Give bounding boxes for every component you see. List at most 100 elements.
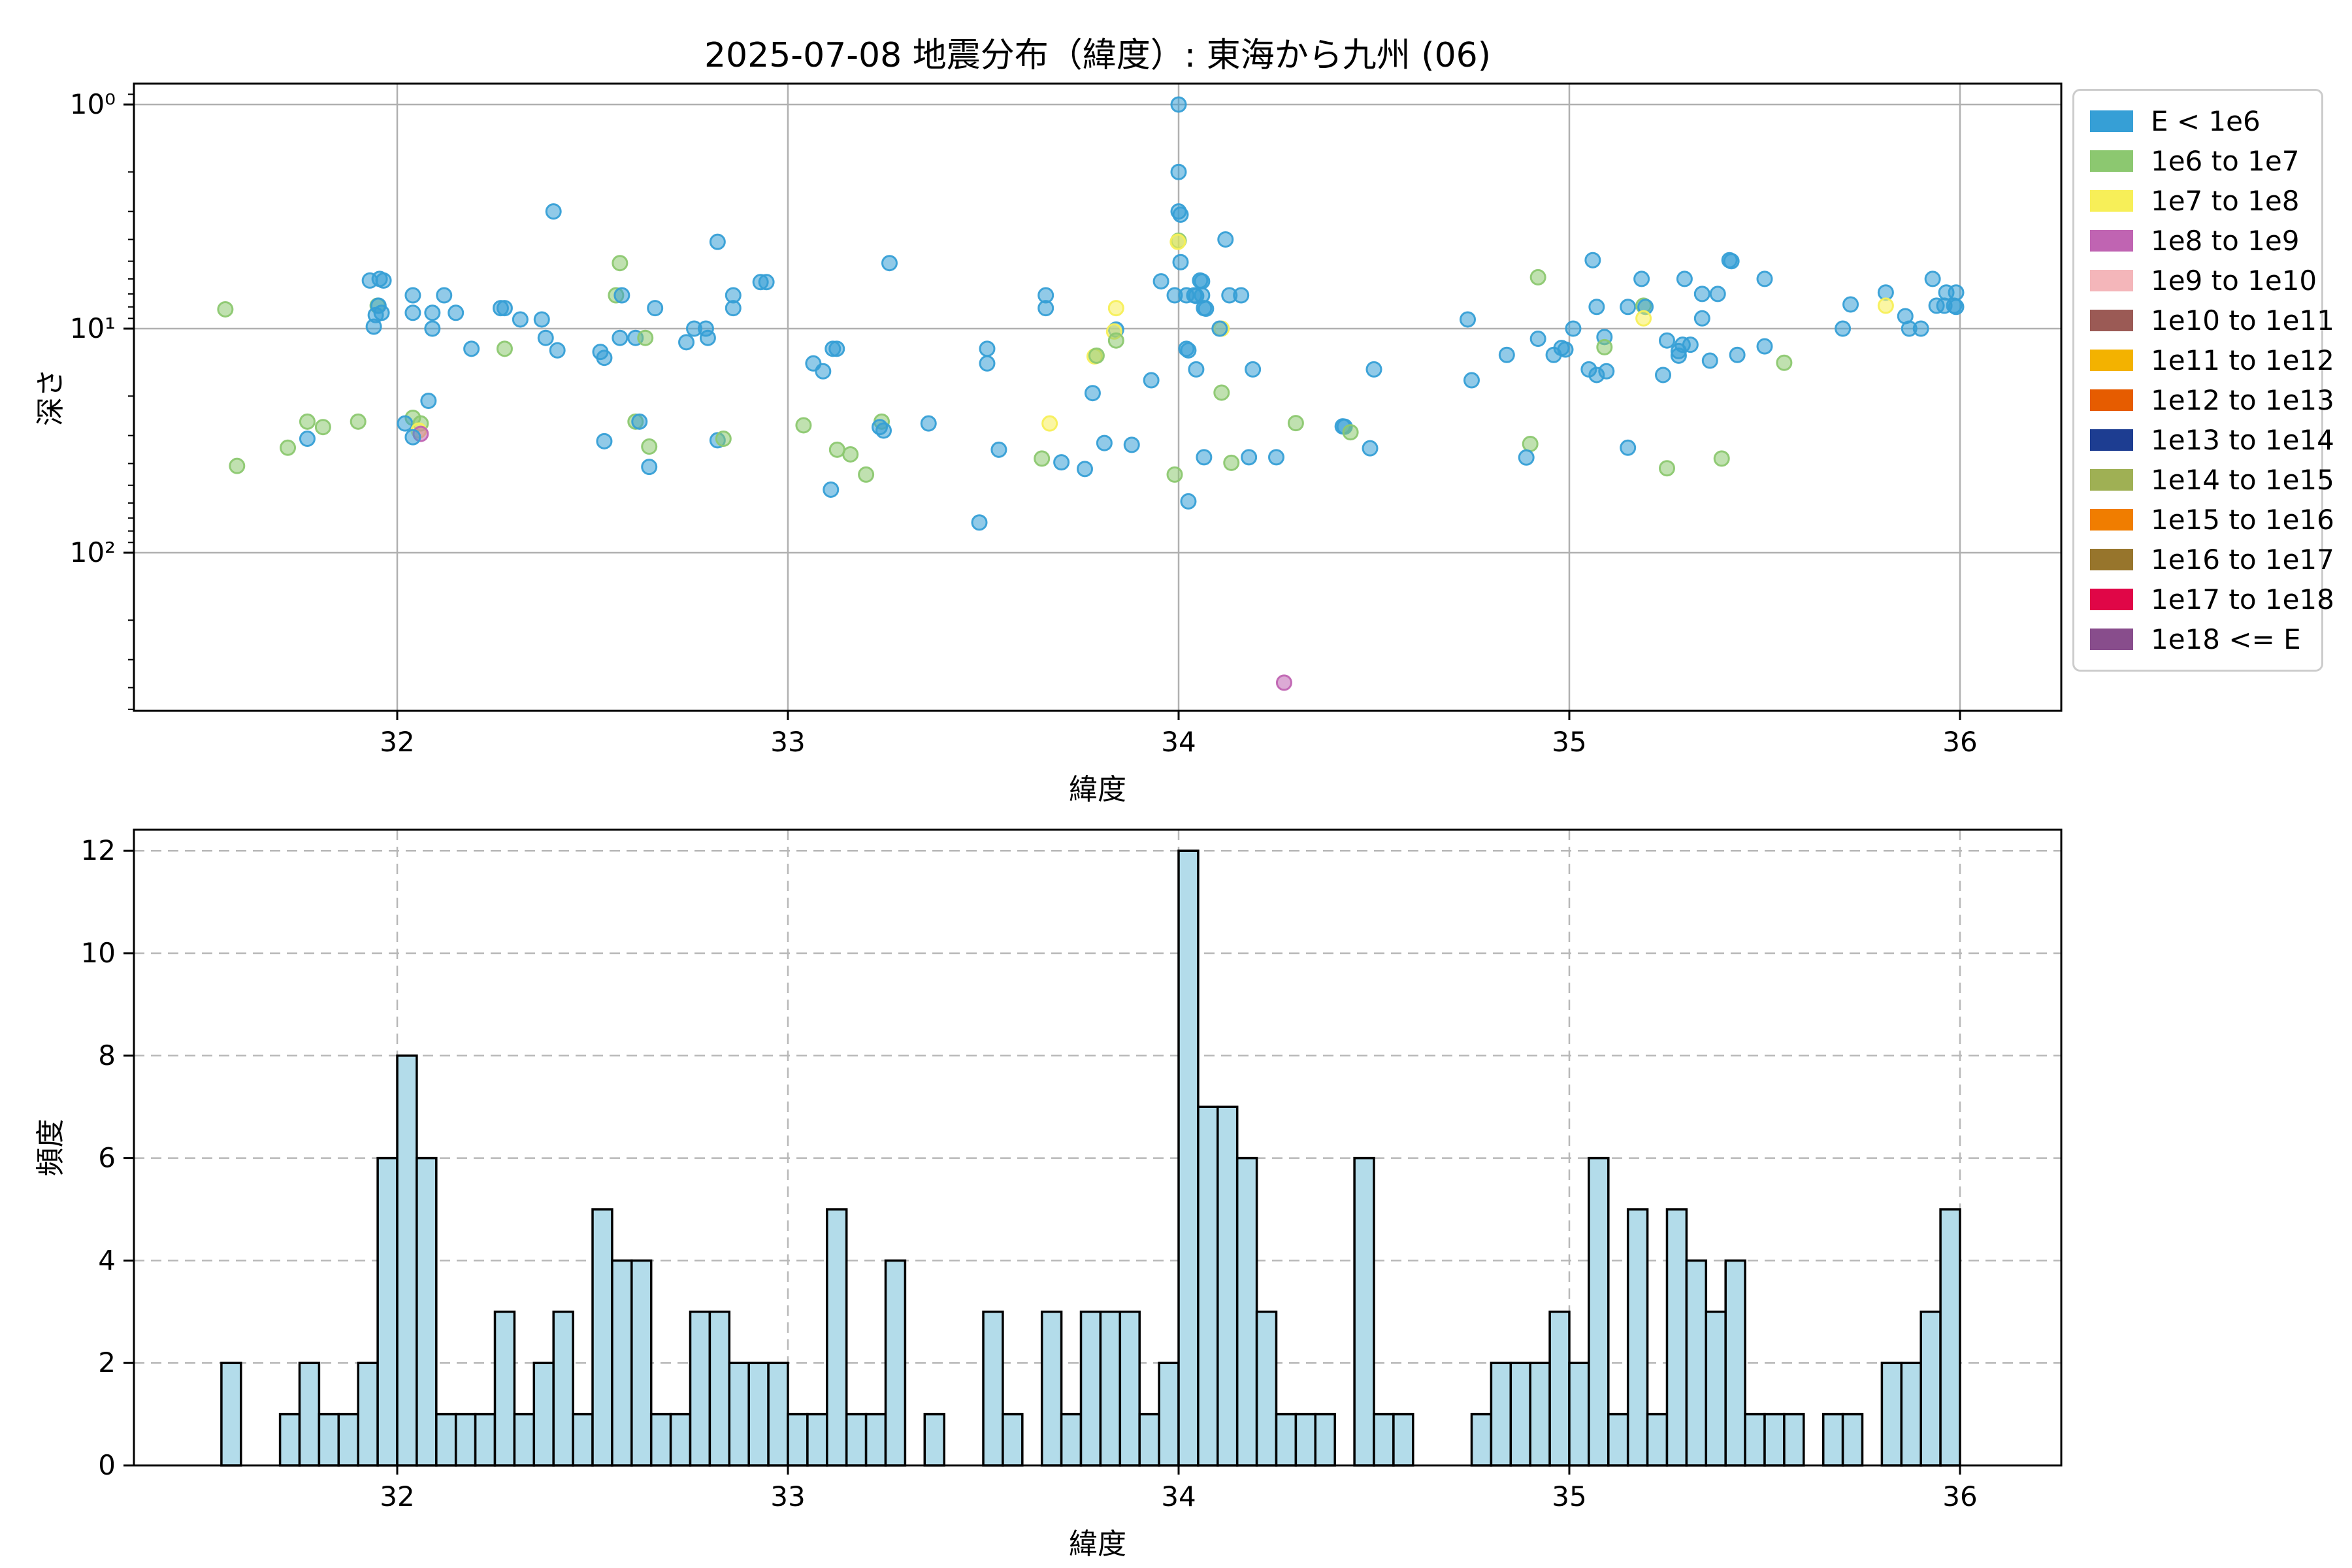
scatter-point	[1682, 336, 1699, 353]
scatter-point	[1659, 460, 1675, 477]
scatter-point	[1084, 385, 1101, 402]
scatter-point	[1463, 372, 1480, 389]
histogram-bar	[708, 1311, 731, 1467]
hist-y-tick-label: 6	[98, 1142, 116, 1174]
legend: E < 1e6 1e6 to 1e7 1e7 to 1e8 1e8 to 1e9 1e9…	[2072, 89, 2334, 672]
scatter-point	[533, 311, 550, 328]
legend-swatch-icon	[2090, 110, 2133, 132]
scatter-point	[1152, 273, 1169, 290]
scatter-point	[1233, 287, 1250, 304]
hist-x-tick-label: 32	[380, 1480, 414, 1512]
scatter-point	[1169, 233, 1186, 250]
scatter-point	[1287, 415, 1304, 432]
scatter-point	[828, 441, 845, 458]
scatter-point	[1948, 284, 1965, 301]
histogram-bar	[1275, 1413, 1298, 1467]
legend-entry: 1e8 to 1e9	[2090, 221, 2315, 261]
legend-entry: 1e17 to 1e18	[2090, 580, 2334, 619]
histogram-bar	[689, 1311, 711, 1467]
scatter-point	[1053, 454, 1070, 471]
scatter-point	[463, 340, 480, 357]
scatter-point	[1213, 384, 1230, 401]
scatter-point	[1756, 338, 1773, 355]
scatter-point	[217, 301, 234, 318]
scatter-point	[1096, 434, 1113, 451]
scatter-point	[828, 340, 845, 357]
scatter-point	[365, 318, 382, 335]
scatter-x-tick-label: 32	[380, 726, 414, 758]
legend-label: 1e13 to 1e14	[2151, 424, 2334, 456]
scatter-x-tick-label: 36	[1942, 726, 1977, 758]
scatter-point	[1037, 300, 1054, 317]
hist-x-tick-label: 34	[1161, 1480, 1196, 1512]
scatter-point	[1034, 450, 1051, 467]
scatter-point	[1584, 252, 1601, 269]
hist-y-tick-label: 10	[81, 937, 116, 969]
scatter-point	[1198, 301, 1215, 318]
scatter-point	[512, 311, 529, 328]
histogram-bar	[1002, 1413, 1024, 1467]
scatter-y-tick-label: 10²	[70, 536, 116, 568]
scatter-axes-frame	[133, 82, 2063, 712]
scatter-point	[1362, 440, 1379, 457]
histogram-bar	[552, 1311, 574, 1467]
legend-entry: 1e10 to 1e11	[2090, 301, 2334, 340]
hist-y-tick-label: 2	[98, 1347, 116, 1379]
scatter-point	[1877, 297, 1894, 314]
histogram-bar	[1841, 1413, 1864, 1467]
histogram-bar	[1900, 1362, 1922, 1467]
scatter-point	[404, 304, 421, 321]
scatter-point	[404, 287, 421, 304]
scatter-x-tick-label: 35	[1552, 726, 1586, 758]
scatter-point	[448, 304, 465, 321]
legend-label: 1e11 to 1e12	[2151, 344, 2334, 376]
histogram-bar	[1568, 1362, 1590, 1467]
scatter-point	[647, 300, 664, 317]
scatter-point	[1701, 352, 1718, 369]
legend-entry: 1e6 to 1e7	[2090, 141, 2315, 181]
legend-label: 1e17 to 1e18	[2151, 583, 2334, 615]
scatter-point	[1529, 331, 1546, 348]
scatter-point	[971, 514, 988, 531]
scatter-point	[990, 441, 1007, 458]
histogram-bar	[1314, 1413, 1336, 1467]
legend-label: 1e8 to 1e9	[2151, 225, 2300, 257]
scatter-point	[1522, 435, 1539, 452]
scatter-point	[1170, 96, 1187, 113]
histogram-bar	[1548, 1311, 1571, 1467]
histogram-bar	[1470, 1413, 1493, 1467]
hist-x-tick-label: 33	[770, 1480, 805, 1512]
scatter-point	[1172, 206, 1189, 223]
legend-entry: 1e11 to 1e12	[2090, 340, 2334, 380]
histogram-bar	[1626, 1208, 1649, 1467]
scatter-point	[1223, 454, 1240, 471]
legend-entry: 1e14 to 1e15	[2090, 460, 2334, 500]
scatter-point	[596, 350, 613, 367]
histogram-bar	[1040, 1311, 1063, 1467]
histogram-bar	[474, 1413, 497, 1467]
histogram-bar	[454, 1413, 477, 1467]
scatter-point	[612, 329, 629, 346]
scatter-point	[537, 329, 554, 346]
scatter-point	[1460, 311, 1477, 328]
legend-entry: 1e13 to 1e14	[2090, 420, 2334, 460]
histogram-bar	[826, 1208, 848, 1467]
scatter-point	[1729, 346, 1746, 363]
histogram-bar	[1197, 1105, 1219, 1467]
scatter-point	[1172, 253, 1189, 270]
scatter-x-tick-label: 33	[770, 726, 805, 758]
scatter-point	[1557, 341, 1574, 358]
legend-swatch-icon	[2090, 549, 2133, 570]
scatter-point	[1498, 346, 1515, 363]
histogram-bar	[1119, 1311, 1141, 1467]
histogram-bar	[376, 1156, 399, 1467]
legend-label: E < 1e6	[2151, 105, 2261, 137]
legend-label: 1e15 to 1e16	[2151, 504, 2334, 536]
histogram-bar	[1880, 1362, 1903, 1467]
histogram-bar	[1588, 1156, 1610, 1467]
scatter-y-tick-label: 10¹	[70, 312, 116, 344]
histogram-bar	[532, 1362, 555, 1467]
histogram-bar	[806, 1413, 828, 1467]
histogram-bar	[1255, 1311, 1278, 1467]
histogram-bar	[1138, 1413, 1160, 1467]
